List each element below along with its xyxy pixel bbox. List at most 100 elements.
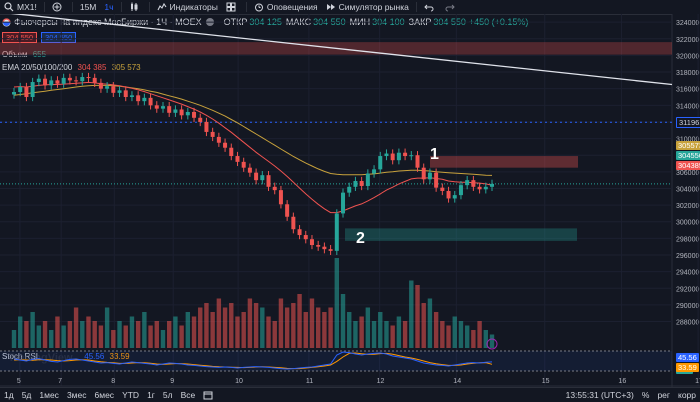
candle-body: [204, 121, 209, 132]
candle-body: [403, 152, 408, 157]
volume-bar: [73, 307, 79, 348]
rsi-d-value: 33.59: [109, 352, 130, 361]
templates-button[interactable]: [222, 0, 243, 14]
volume-bar: [421, 303, 426, 348]
candle-body: [328, 249, 333, 251]
y-tick-label: 304000: [676, 186, 699, 193]
chart-type-button[interactable]: [125, 0, 146, 14]
volume-bar: [402, 321, 408, 348]
range-all[interactable]: Все: [180, 390, 196, 400]
volume-bar: [222, 307, 228, 348]
interval-1h[interactable]: 1ч: [104, 2, 114, 12]
candle-body: [216, 136, 221, 143]
divider: [71, 2, 73, 12]
volume-bar: [303, 312, 308, 348]
volume-bar: [42, 321, 48, 348]
volume-bar: [210, 312, 215, 348]
volume-bar: [315, 307, 321, 348]
y-tick-label: 294000: [676, 270, 699, 277]
candle-body: [471, 180, 476, 187]
volume-bar: [235, 316, 240, 348]
candle-body: [43, 78, 48, 86]
lightning-icon[interactable]: [486, 338, 498, 350]
candle-body: [446, 190, 451, 199]
volume-legend[interactable]: Объем 655: [2, 50, 46, 59]
candle-body: [80, 77, 85, 82]
buy-button[interactable]: 304 550: [41, 32, 77, 43]
candle-body: [117, 90, 122, 93]
volume-bar: [359, 316, 364, 348]
replay-button[interactable]: Симулятор рынка: [322, 0, 413, 14]
mode-adjust[interactable]: корр: [678, 390, 696, 400]
range-1y[interactable]: 1г: [147, 390, 155, 400]
redo-button[interactable]: [441, 0, 462, 14]
y-tick-label: 322000: [676, 37, 699, 44]
symbol-search[interactable]: MX1!: [0, 0, 41, 14]
date-range-icon[interactable]: [203, 390, 213, 400]
moex-logo-icon: [2, 17, 11, 26]
candle-body: [359, 180, 364, 186]
volume-bar: [24, 321, 29, 348]
volume-bar: [464, 325, 470, 348]
volume-bar: [328, 307, 333, 348]
candle-body: [322, 246, 327, 250]
candle-body: [148, 97, 153, 106]
candle-body: [390, 153, 395, 161]
y-tick-label: 320000: [676, 53, 699, 60]
ema-slow-line: [13, 84, 493, 176]
clock[interactable]: 13:55:31 (UTC+3): [565, 390, 634, 400]
range-1d[interactable]: 1д: [4, 390, 14, 400]
candle-body: [458, 185, 463, 196]
interval-15m[interactable]: 15М: [79, 2, 97, 12]
zone-1: [430, 156, 578, 168]
indicators-button[interactable]: Индикаторы: [153, 0, 222, 14]
volume-bar: [247, 298, 253, 348]
grid-icon: [226, 2, 236, 12]
candle-body: [347, 186, 352, 193]
range-5y[interactable]: 5л: [162, 390, 173, 400]
candle-body: [105, 86, 110, 89]
volume-bar: [142, 312, 147, 348]
undo-button[interactable]: [420, 0, 441, 14]
y-tick-label: 298000: [676, 236, 699, 243]
search-icon: [4, 2, 14, 12]
range-5d[interactable]: 5д: [21, 390, 32, 400]
divider: [245, 2, 247, 12]
volume-bar: [260, 307, 265, 348]
percent-toggle[interactable]: %: [641, 390, 650, 400]
divider: [148, 2, 150, 12]
volume-bar: [160, 330, 166, 348]
volume-bar: [353, 321, 358, 348]
ema-fast-line: [13, 81, 493, 214]
volume-bar: [135, 321, 141, 348]
candle-body: [303, 235, 308, 240]
x-tick-label: 10: [235, 378, 243, 385]
candle-body: [427, 172, 432, 180]
candle-body: [235, 156, 240, 162]
candle-body: [260, 175, 265, 181]
candle-body: [192, 111, 197, 118]
range-3m[interactable]: 3мес: [66, 390, 87, 400]
volume-bar: [80, 321, 85, 348]
volume-bar: [185, 312, 191, 348]
chart-canvas[interactable]: 288000 290000 292000 294000 296000 298000 3000…: [0, 14, 700, 387]
zone-2: [345, 228, 577, 241]
candle-body: [160, 106, 165, 109]
candle-body: [440, 187, 445, 191]
range-6m[interactable]: 6мес: [94, 390, 115, 400]
alerts-button[interactable]: Оповещения: [250, 0, 322, 14]
volume-bar: [446, 325, 451, 348]
range-1m[interactable]: 1мес: [39, 390, 59, 400]
volume-bar: [409, 280, 414, 348]
volume-bar: [253, 303, 259, 348]
y-tick-label: 314000: [676, 103, 699, 110]
ema-legend[interactable]: EMA 20/50/100/200 304 385 305 573: [2, 63, 147, 72]
volume-bar: [55, 316, 60, 348]
mode-regular[interactable]: рег: [657, 390, 670, 400]
trendline: [10, 14, 673, 86]
range-ytd[interactable]: YTD: [122, 390, 140, 400]
compare-button[interactable]: [48, 0, 69, 14]
candle-body: [223, 142, 228, 148]
volume-bar: [241, 312, 246, 348]
